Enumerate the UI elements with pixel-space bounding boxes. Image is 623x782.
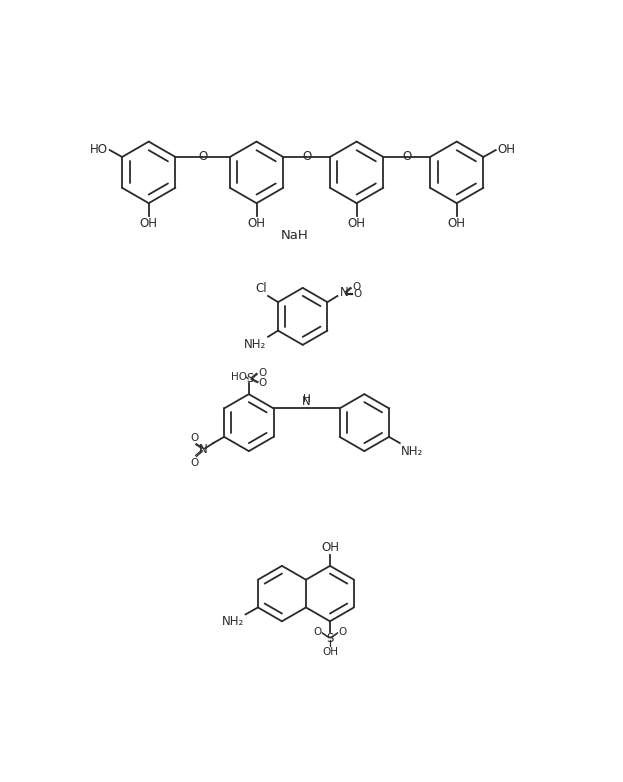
- Text: OH: OH: [321, 540, 339, 554]
- Text: HO: HO: [90, 143, 108, 156]
- Text: S: S: [326, 632, 334, 644]
- Text: N: N: [199, 443, 207, 456]
- Text: HO: HO: [231, 372, 247, 382]
- Text: N: N: [302, 395, 311, 407]
- Text: OH: OH: [348, 217, 366, 230]
- Text: O: O: [338, 627, 346, 637]
- Text: OH: OH: [140, 217, 158, 230]
- Text: O: O: [402, 150, 411, 163]
- Text: O: O: [198, 150, 207, 163]
- Text: NH₂: NH₂: [222, 615, 244, 628]
- Text: O: O: [190, 458, 198, 468]
- Text: OH: OH: [497, 143, 515, 156]
- Text: N: N: [340, 286, 349, 300]
- Text: OH: OH: [448, 217, 466, 230]
- Text: O: O: [190, 433, 198, 443]
- Text: NH₂: NH₂: [244, 338, 267, 350]
- Text: O: O: [258, 368, 266, 378]
- Text: O: O: [354, 289, 362, 299]
- Text: NaH: NaH: [281, 229, 309, 242]
- Text: Cl: Cl: [255, 282, 267, 295]
- Text: H: H: [303, 394, 310, 404]
- Text: O: O: [313, 627, 321, 637]
- Text: O: O: [352, 282, 360, 292]
- Text: OH: OH: [247, 217, 265, 230]
- Text: O: O: [302, 150, 312, 163]
- Text: S: S: [246, 372, 254, 386]
- Text: OH: OH: [322, 647, 338, 658]
- Text: NH₂: NH₂: [401, 445, 424, 457]
- Text: O: O: [259, 378, 267, 388]
